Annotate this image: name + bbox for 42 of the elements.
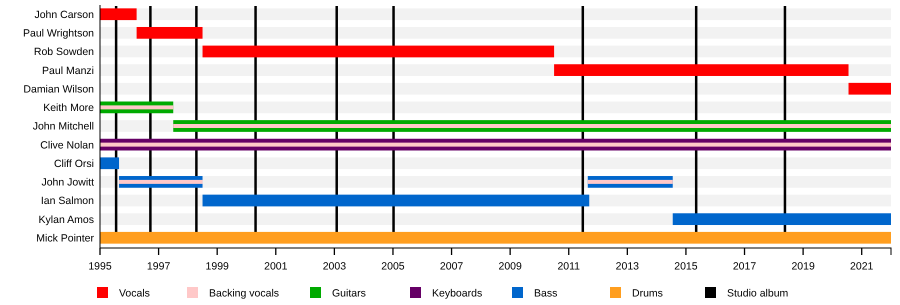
y-tick-label: Keith More bbox=[43, 102, 94, 114]
legend-label: Keyboards bbox=[432, 288, 482, 300]
x-tick-label: 2017 bbox=[732, 260, 756, 273]
y-tick-label: Paul Manzi bbox=[42, 64, 94, 77]
bar bbox=[100, 105, 174, 110]
x-tick-label: 2007 bbox=[440, 260, 464, 273]
y-tick-label: Cliff Orsi bbox=[54, 158, 94, 170]
x-tick-label: 2013 bbox=[616, 260, 640, 273]
y-tick-label: Clive Nolan bbox=[40, 139, 94, 152]
y-tick-label: John Jowitt bbox=[41, 176, 94, 189]
legend-label: Vocals bbox=[119, 288, 150, 300]
legend-label: Bass bbox=[534, 288, 558, 300]
legend-label: Drums bbox=[632, 288, 663, 300]
x-tick-label: 2005 bbox=[381, 260, 405, 273]
x-tick-label: 2015 bbox=[674, 260, 698, 273]
bar bbox=[136, 26, 203, 39]
legend-label: Studio album bbox=[727, 288, 789, 300]
x-tick-label: 2011 bbox=[557, 260, 580, 273]
legend-label: Guitars bbox=[332, 288, 366, 300]
legend-label: Backing vocals bbox=[209, 288, 280, 300]
x-tick-label: 1997 bbox=[146, 260, 170, 273]
x-tick-label: 2019 bbox=[791, 260, 815, 273]
bar bbox=[100, 142, 891, 147]
bar bbox=[588, 180, 673, 184]
y-tick-label: John Carson bbox=[34, 8, 94, 21]
x-tick-label: 2021 bbox=[850, 260, 874, 273]
y-tick-label: John Mitchell bbox=[32, 120, 94, 133]
y-tick-label: Paul Wrightson bbox=[22, 28, 94, 40]
y-tick-label: Kylan Amos bbox=[38, 214, 94, 226]
bar bbox=[100, 157, 120, 170]
y-tick-label: Ian Salmon bbox=[40, 195, 94, 208]
bar bbox=[119, 180, 203, 184]
bar bbox=[100, 8, 137, 20]
x-tick-label: 2001 bbox=[264, 260, 288, 273]
y-tick-label: Damian Wilson bbox=[23, 83, 94, 96]
x-tick-label: 1995 bbox=[88, 260, 112, 273]
x-tick-label: 2009 bbox=[498, 260, 522, 273]
x-tick-label: 1999 bbox=[206, 260, 230, 273]
bar bbox=[848, 82, 891, 95]
y-tick-label: Mick Pointer bbox=[36, 232, 95, 244]
x-tick-label: 2003 bbox=[322, 260, 346, 273]
y-tick-label: Rob Sowden bbox=[34, 46, 94, 58]
